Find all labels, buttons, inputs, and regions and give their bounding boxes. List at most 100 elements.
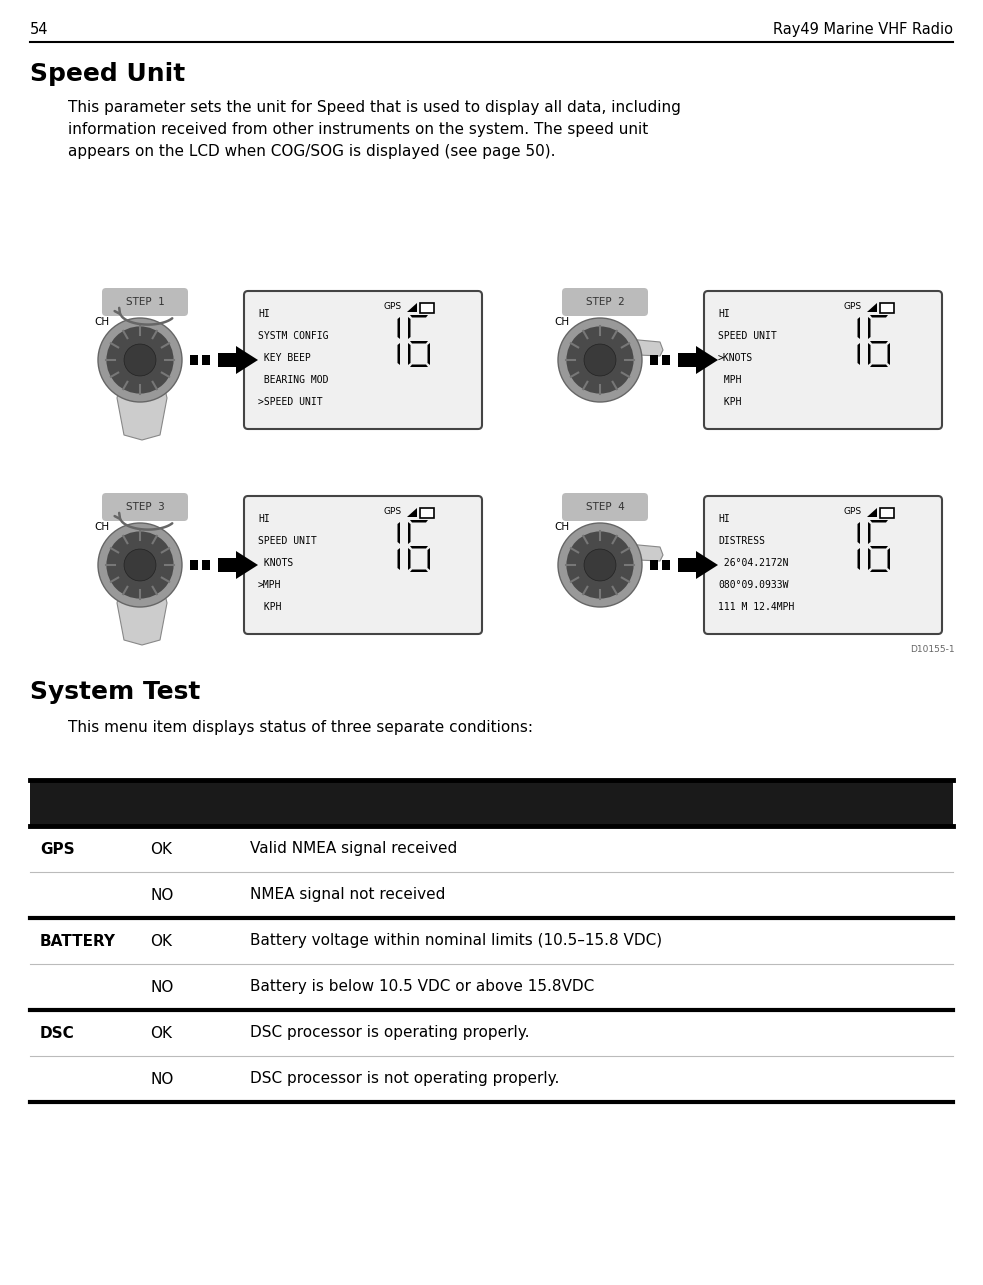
Polygon shape bbox=[117, 590, 167, 645]
Polygon shape bbox=[868, 547, 871, 571]
Bar bbox=[420, 303, 434, 314]
Text: HI: HI bbox=[258, 514, 269, 524]
Polygon shape bbox=[678, 346, 718, 374]
Polygon shape bbox=[410, 520, 428, 523]
Text: SPEED UNIT: SPEED UNIT bbox=[718, 332, 777, 341]
Text: 26°04.2172N: 26°04.2172N bbox=[718, 558, 788, 568]
Polygon shape bbox=[397, 547, 400, 571]
Polygon shape bbox=[135, 350, 149, 388]
Text: CH: CH bbox=[94, 317, 109, 326]
Polygon shape bbox=[868, 343, 871, 365]
Bar bbox=[662, 355, 670, 365]
Text: Ray49 Marine VHF Radio: Ray49 Marine VHF Radio bbox=[773, 22, 953, 37]
Text: U: U bbox=[424, 305, 431, 314]
Bar bbox=[880, 508, 894, 518]
Polygon shape bbox=[407, 508, 417, 517]
Text: This parameter sets the unit for Speed that is used to display all data, includi: This parameter sets the unit for Speed t… bbox=[68, 100, 681, 114]
Polygon shape bbox=[888, 343, 890, 365]
Circle shape bbox=[135, 343, 149, 357]
Text: OK: OK bbox=[150, 842, 172, 857]
Text: 54: 54 bbox=[30, 22, 48, 37]
Bar bbox=[202, 560, 210, 571]
Text: This menu item displays status of three separate conditions:: This menu item displays status of three … bbox=[68, 720, 533, 735]
Polygon shape bbox=[408, 522, 411, 544]
Polygon shape bbox=[410, 569, 428, 572]
Polygon shape bbox=[397, 522, 400, 544]
Polygon shape bbox=[870, 546, 888, 549]
Bar bbox=[30, 1056, 953, 1103]
FancyBboxPatch shape bbox=[562, 493, 648, 520]
Text: Speed Unit: Speed Unit bbox=[30, 62, 185, 86]
Bar bbox=[202, 355, 210, 365]
Text: OK: OK bbox=[132, 560, 147, 571]
Polygon shape bbox=[678, 551, 718, 580]
Text: SYSTM CONFIG: SYSTM CONFIG bbox=[258, 332, 328, 341]
Bar bbox=[650, 355, 658, 365]
Polygon shape bbox=[857, 343, 860, 365]
Text: OK: OK bbox=[132, 355, 147, 365]
Text: CH: CH bbox=[554, 317, 569, 326]
Polygon shape bbox=[135, 555, 149, 592]
Text: KNOTS: KNOTS bbox=[258, 558, 293, 568]
Text: GPS: GPS bbox=[383, 508, 401, 517]
Polygon shape bbox=[218, 346, 258, 374]
Text: OK: OK bbox=[592, 355, 607, 365]
Polygon shape bbox=[410, 365, 428, 368]
Polygon shape bbox=[870, 365, 888, 368]
Circle shape bbox=[124, 344, 156, 377]
Polygon shape bbox=[408, 317, 411, 339]
Text: KEY BEEP: KEY BEEP bbox=[258, 353, 311, 362]
Text: >MPH: >MPH bbox=[258, 580, 281, 590]
Text: DSC: DSC bbox=[40, 1025, 75, 1041]
Text: MPH: MPH bbox=[718, 375, 741, 386]
Text: OK: OK bbox=[150, 933, 172, 948]
Circle shape bbox=[558, 317, 642, 402]
Polygon shape bbox=[870, 520, 888, 523]
Text: Item: Item bbox=[40, 794, 83, 812]
Text: Valid NMEA signal received: Valid NMEA signal received bbox=[250, 842, 457, 857]
Circle shape bbox=[558, 523, 642, 607]
Polygon shape bbox=[408, 343, 411, 365]
Text: NMEA signal not received: NMEA signal not received bbox=[250, 888, 445, 902]
Text: Battery voltage within nominal limits (10.5–15.8 VDC): Battery voltage within nominal limits (1… bbox=[250, 933, 663, 948]
Bar bbox=[650, 560, 658, 571]
Circle shape bbox=[566, 326, 634, 393]
Text: U: U bbox=[884, 509, 891, 518]
Polygon shape bbox=[408, 547, 411, 571]
Circle shape bbox=[106, 326, 174, 393]
Text: GPS: GPS bbox=[40, 842, 75, 857]
Circle shape bbox=[98, 523, 182, 607]
Polygon shape bbox=[590, 545, 620, 598]
Polygon shape bbox=[397, 317, 400, 339]
Polygon shape bbox=[888, 547, 890, 571]
Polygon shape bbox=[870, 341, 888, 343]
Polygon shape bbox=[870, 315, 888, 317]
Bar bbox=[880, 303, 894, 314]
Polygon shape bbox=[868, 317, 871, 339]
Text: OK: OK bbox=[592, 560, 607, 571]
FancyBboxPatch shape bbox=[704, 496, 942, 634]
Circle shape bbox=[106, 532, 174, 599]
Polygon shape bbox=[410, 341, 428, 343]
Polygon shape bbox=[410, 546, 428, 549]
Text: NO: NO bbox=[150, 979, 173, 995]
Text: 111 M 12.4MPH: 111 M 12.4MPH bbox=[718, 601, 794, 612]
Text: >SPEED UNIT: >SPEED UNIT bbox=[258, 397, 322, 407]
Text: BATTERY: BATTERY bbox=[40, 933, 116, 948]
Bar bbox=[30, 964, 953, 1010]
Text: STEP  3: STEP 3 bbox=[126, 502, 164, 511]
Text: DSC processor is operating properly.: DSC processor is operating properly. bbox=[250, 1025, 530, 1041]
Polygon shape bbox=[868, 522, 871, 544]
Polygon shape bbox=[397, 343, 400, 365]
Text: >KNOTS: >KNOTS bbox=[718, 353, 753, 362]
Bar bbox=[30, 873, 953, 917]
Polygon shape bbox=[407, 303, 417, 312]
Text: SPEED UNIT: SPEED UNIT bbox=[258, 536, 317, 546]
Polygon shape bbox=[870, 569, 888, 572]
FancyBboxPatch shape bbox=[704, 290, 942, 429]
Bar bbox=[420, 508, 434, 518]
Polygon shape bbox=[428, 547, 430, 571]
Polygon shape bbox=[857, 317, 860, 339]
Text: CH: CH bbox=[554, 522, 569, 532]
FancyBboxPatch shape bbox=[562, 288, 648, 316]
